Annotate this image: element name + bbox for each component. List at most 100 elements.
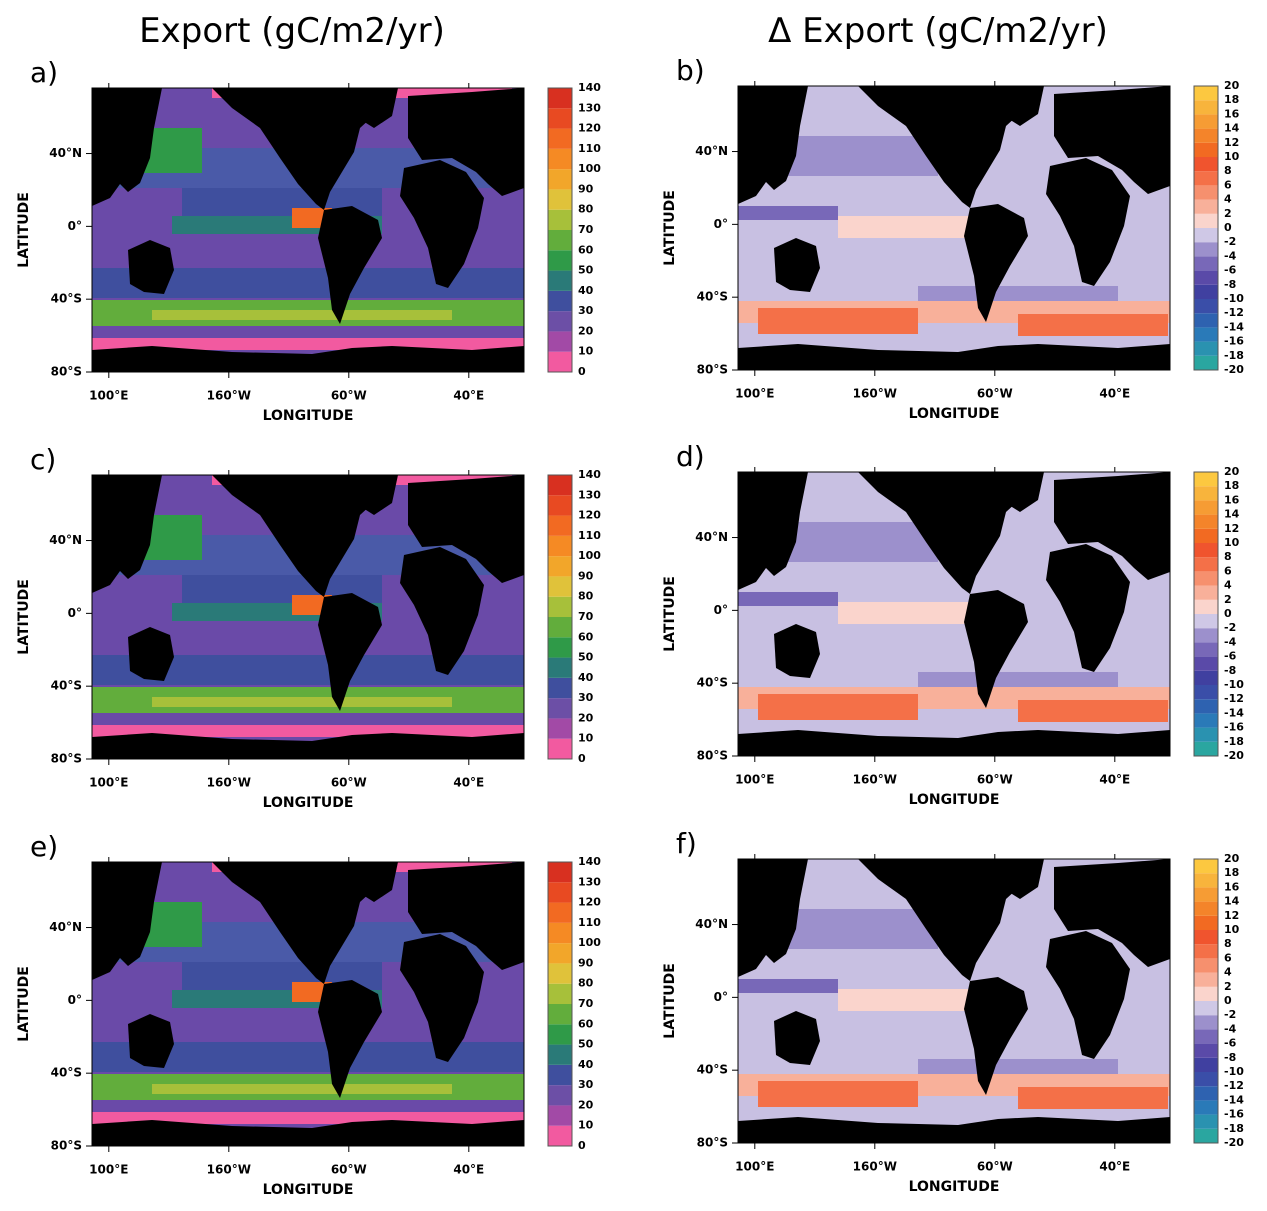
colorbar-label: -16	[1224, 335, 1244, 348]
y-tick-label: 40°N	[695, 144, 728, 158]
colorbar-swatch	[548, 576, 572, 596]
colorbar-label: 60	[578, 630, 594, 643]
colorbar-label: 10	[1224, 923, 1240, 936]
colorbar-swatch	[1194, 1015, 1218, 1029]
colorbar-swatch	[548, 923, 572, 943]
colorbar-swatch	[548, 189, 572, 209]
colorbar-swatch	[1194, 271, 1218, 285]
map	[738, 86, 1170, 370]
colorbar-label: 80	[578, 590, 594, 603]
colorbar-label: -8	[1224, 278, 1236, 291]
y-tick-label: 0°	[714, 603, 728, 617]
colorbar-swatch	[1194, 228, 1218, 242]
y-tick-label: 80°S	[51, 365, 82, 379]
colorbar-swatch	[548, 475, 572, 495]
y-tick-label: 40°S	[51, 1066, 82, 1080]
y-tick-label: 80°S	[51, 1139, 82, 1153]
colorbar-swatch	[548, 149, 572, 169]
y-tick-label: 40°S	[51, 292, 82, 306]
colorbar-label: 40	[578, 1058, 594, 1071]
colorbar-label: 130	[578, 101, 601, 114]
colorbar-swatch	[548, 536, 572, 556]
colorbar-swatch	[1194, 185, 1218, 199]
map	[92, 88, 524, 372]
panel-label: f)	[676, 827, 697, 860]
map-field	[1018, 700, 1168, 722]
colorbar-label: 70	[578, 997, 594, 1010]
colorbar-swatch	[548, 230, 572, 250]
colorbar-swatch	[548, 1024, 572, 1044]
colorbar-label: 140	[578, 468, 601, 481]
x-axis-label: LONGITUDE	[909, 792, 1000, 808]
x-tick-label: 100°E	[89, 389, 128, 403]
colorbar-swatch	[1194, 86, 1218, 100]
colorbar-label: -10	[1224, 1065, 1244, 1078]
colorbar-label: 30	[578, 1078, 594, 1091]
colorbar-swatch	[1194, 100, 1218, 114]
colorbar-label: -10	[1224, 678, 1244, 691]
colorbar-swatch	[1194, 600, 1218, 614]
colorbar-swatch	[548, 331, 572, 351]
colorbar-label: 20	[578, 324, 594, 337]
colorbar-swatch	[548, 943, 572, 963]
x-tick-label: 100°E	[735, 773, 774, 787]
colorbar-label: -12	[1224, 692, 1244, 705]
map-field	[838, 216, 978, 238]
colorbar-label: 20	[1224, 79, 1240, 92]
colorbar-swatch	[548, 678, 572, 698]
x-axis-label: LONGITUDE	[263, 408, 354, 424]
colorbar-label: 20	[578, 1098, 594, 1111]
colorbar-label: 100	[578, 162, 601, 175]
x-tick-label: 40°E	[1099, 1160, 1130, 1174]
colorbar-swatch	[548, 698, 572, 718]
y-tick-label: 40°S	[697, 676, 728, 690]
colorbar-swatch	[1194, 214, 1218, 228]
map-field	[778, 522, 938, 562]
colorbar-swatch	[548, 516, 572, 536]
panel-label: e)	[30, 830, 58, 863]
y-axis-label: LATITUDE	[16, 966, 32, 1042]
colorbar-swatch	[1194, 342, 1218, 356]
colorbar-swatch	[1194, 713, 1218, 727]
colorbar-label: 2	[1224, 593, 1232, 606]
colorbar-swatch	[1194, 500, 1218, 514]
colorbar-label: -2	[1224, 621, 1236, 634]
colorbar-swatch	[548, 984, 572, 1004]
colorbar-swatch	[1194, 529, 1218, 543]
y-tick-label: 40°N	[695, 530, 728, 544]
colorbar-swatch	[1194, 256, 1218, 270]
x-tick-label: 40°E	[453, 1163, 484, 1177]
colorbar-label: 12	[1224, 909, 1239, 922]
colorbar-swatch	[1194, 356, 1218, 370]
x-tick-label: 100°E	[89, 776, 128, 790]
colorbar-swatch	[1194, 657, 1218, 671]
colorbar-swatch	[548, 1045, 572, 1065]
colorbar-swatch	[548, 169, 572, 189]
colorbar-swatch	[1194, 902, 1218, 916]
colorbar-label: 6	[1224, 178, 1232, 191]
colorbar-label: 12	[1224, 136, 1239, 149]
x-tick-label: 100°E	[735, 387, 774, 401]
map-field	[838, 989, 978, 1011]
colorbar-label: 50	[578, 264, 594, 277]
colorbar-label: 80	[578, 203, 594, 216]
colorbar-swatch	[1194, 859, 1218, 873]
colorbar-swatch	[548, 271, 572, 291]
colorbar-swatch	[548, 129, 572, 149]
colorbar-label: 140	[578, 855, 601, 868]
y-axis-label: LATITUDE	[662, 190, 678, 266]
colorbar-label: 6	[1224, 564, 1232, 577]
colorbar-label: -20	[1224, 363, 1244, 376]
colorbar-label: 10	[578, 345, 594, 358]
colorbar-label: 30	[578, 304, 594, 317]
colorbar-label: -4	[1224, 1022, 1237, 1035]
colorbar-label: 0	[578, 1139, 586, 1152]
colorbar-swatch	[548, 882, 572, 902]
x-tick-label: 40°E	[1099, 387, 1130, 401]
figure: Export (gC/m2/yr)a)40°N0°40°S80°S100°E16…	[0, 0, 1267, 1211]
map-field	[152, 310, 452, 320]
colorbar-swatch	[548, 311, 572, 331]
colorbar-swatch	[548, 1126, 572, 1146]
x-axis-label: LONGITUDE	[263, 1182, 354, 1198]
colorbar-label: -14	[1224, 320, 1244, 333]
